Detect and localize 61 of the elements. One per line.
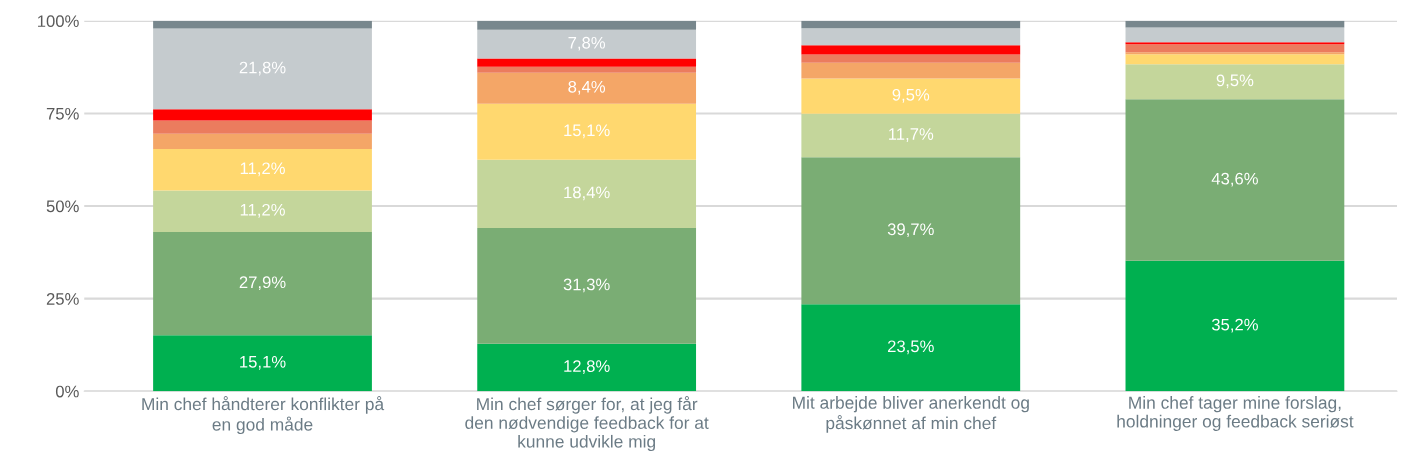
x-tick-label: Min chef håndterer konflikter på en god måde <box>142 396 385 435</box>
bar <box>153 133 372 149</box>
bar <box>801 28 1021 46</box>
data-label: 11,7% <box>889 128 934 142</box>
bar <box>1125 99 1345 261</box>
y-tick-label: 100% <box>38 15 79 28</box>
x-tick-label: Mit arbejde bliver anerkendt og påskønnet af min chef <box>793 396 1029 433</box>
bar <box>153 335 372 392</box>
y-tick-label: 75% <box>46 107 79 120</box>
bar <box>801 113 1021 158</box>
bar <box>801 78 1021 114</box>
bar <box>477 103 697 160</box>
bar <box>1125 64 1345 100</box>
bar <box>153 148 372 191</box>
data-label: 11,2% <box>240 203 285 218</box>
bar <box>477 159 697 228</box>
bar <box>477 343 697 392</box>
bar <box>1125 27 1345 43</box>
data-label: 43,6% <box>1211 172 1258 187</box>
data-label: 11,2% <box>240 162 285 177</box>
data-label: 8,4% <box>568 80 606 95</box>
data-label: 18,4% <box>564 186 610 201</box>
bar <box>1125 20 1345 28</box>
data-label: 15,1% <box>240 356 286 370</box>
bar <box>1125 44 1345 53</box>
data-label: 9,5% <box>1216 74 1254 89</box>
bar <box>153 20 372 29</box>
data-label: 9,5% <box>892 88 930 103</box>
bar <box>801 62 1021 79</box>
data-label: 27,9% <box>239 276 286 291</box>
data-label: 23,5% <box>887 340 934 355</box>
bar <box>1125 54 1345 65</box>
bar <box>477 29 697 59</box>
data-label: 35,2% <box>1211 318 1258 333</box>
bar <box>801 45 1021 55</box>
bar <box>801 54 1021 63</box>
bar <box>1125 260 1345 392</box>
bar <box>153 190 372 232</box>
y-tick-label: 50% <box>46 200 79 213</box>
data-label: 7,8% <box>568 36 606 51</box>
x-tick-label: Min chef tager mine forslag, holdninger og feedback seriøst <box>1117 396 1354 431</box>
bar <box>477 58 697 67</box>
bar <box>801 20 1021 29</box>
bar <box>801 157 1021 305</box>
bar <box>477 66 697 73</box>
bar <box>153 28 372 110</box>
data-label: 39,7% <box>887 223 934 238</box>
data-label: 12,8% <box>564 360 610 374</box>
bar <box>153 109 372 121</box>
bar <box>153 120 372 134</box>
bar <box>477 227 697 344</box>
y-tick-label: 0% <box>55 385 79 398</box>
data-label: 15,1% <box>564 124 610 139</box>
x-tick-label: Min chef sørger for, at jeg får den nødvendige feedback for at kunne udvikle mig <box>465 396 709 452</box>
bar <box>477 72 697 104</box>
data-label: 21,8% <box>239 61 286 76</box>
y-tick-label: 25% <box>46 293 79 305</box>
bar <box>801 304 1021 392</box>
bar <box>153 231 372 336</box>
data-label: 31,3% <box>563 278 610 293</box>
bar <box>477 20 697 30</box>
